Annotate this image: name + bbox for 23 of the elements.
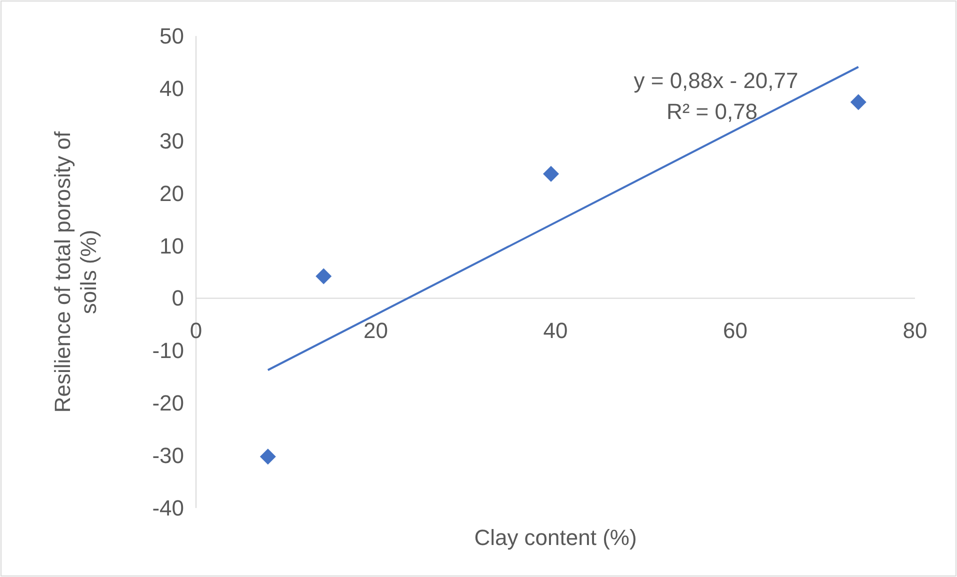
y-tick-label: 50 [160, 24, 184, 48]
point [260, 448, 276, 465]
y-tick-label: -20 [152, 390, 184, 416]
x-tick-label: 80 [902, 318, 928, 344]
x-axis-title: Clay content (%) [474, 525, 637, 550]
y-tick-label: -10 [152, 338, 184, 364]
x-tick-label: 20 [364, 318, 388, 344]
y-tick-label: 10 [160, 233, 184, 258]
point [850, 94, 866, 110]
x-tick-label: 60 [723, 318, 748, 344]
y-tick-label: 20 [160, 180, 184, 206]
y-tick-label: 0 [172, 286, 184, 311]
point [543, 166, 560, 182]
y-axis-title: Resilience of total porosity of soils (%) [50, 130, 101, 413]
x-tick-label: 0 [190, 318, 202, 344]
y-tick-label: 30 [160, 128, 184, 154]
y-tick-label: -40 [152, 496, 184, 520]
y-tick-label: -30 [152, 443, 184, 468]
y-tick-label: 40 [160, 76, 184, 101]
point [316, 268, 332, 284]
annotation: R² = 0,78 [666, 99, 758, 124]
x-tick-label: 40 [543, 318, 568, 344]
annotation: y = 0,88x - 20,77 [634, 68, 798, 93]
